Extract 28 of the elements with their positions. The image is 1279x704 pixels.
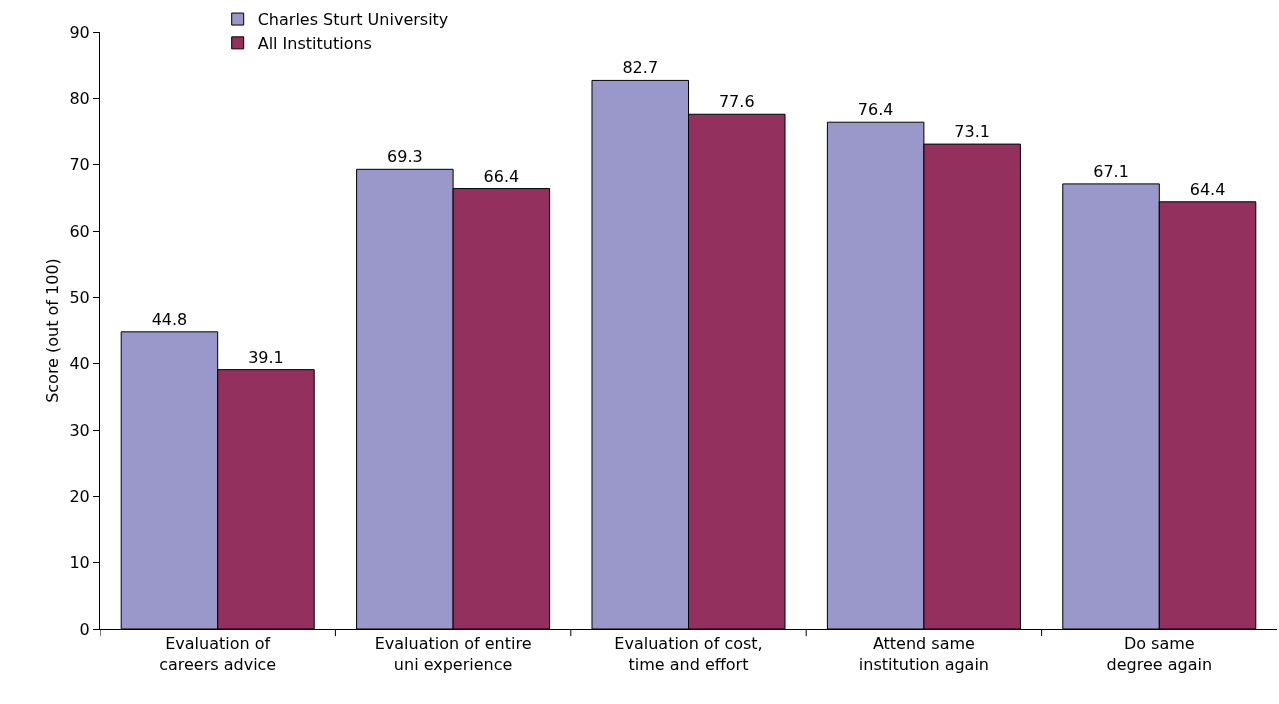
data-label: 67.1 [1093,161,1129,181]
data-label: 66.4 [483,166,520,186]
y-axis-title: Score (out of 100) [43,258,62,403]
x-tick-label: Evaluation of careers advice [159,634,277,674]
data-label: 73.1 [954,122,990,142]
data-label: 76.4 [857,100,894,120]
data-label: 82.7 [622,58,659,78]
data-label: 44.8 [151,309,188,329]
x-tick-label: Attend same institution again [858,634,989,674]
y-tick-label: 60 [69,221,90,241]
y-tick-label: 90 [69,22,90,42]
data-label: 77.6 [718,92,755,112]
y-tick-label: 80 [69,88,90,108]
x-tick-label: Evaluation of cost, time and effort [614,634,763,674]
legend-label: Charles Sturt University [257,10,449,30]
y-tick-label: 40 [69,354,90,374]
y-tick-label: 30 [69,420,90,440]
y-tick-label: 50 [69,287,90,307]
data-label: 64.4 [1189,179,1226,199]
x-tick-label: Do same degree again [1106,634,1213,674]
data-label: 69.3 [387,147,423,167]
data-label: 39.1 [248,347,284,367]
y-tick-label: 20 [69,486,90,506]
y-tick-label: 10 [69,553,90,573]
y-tick-label: 0 [79,619,90,639]
x-tick-label: Evaluation of entire uni experience [374,634,532,674]
legend-label: All Institutions [257,34,372,54]
y-tick-label: 70 [69,155,90,175]
